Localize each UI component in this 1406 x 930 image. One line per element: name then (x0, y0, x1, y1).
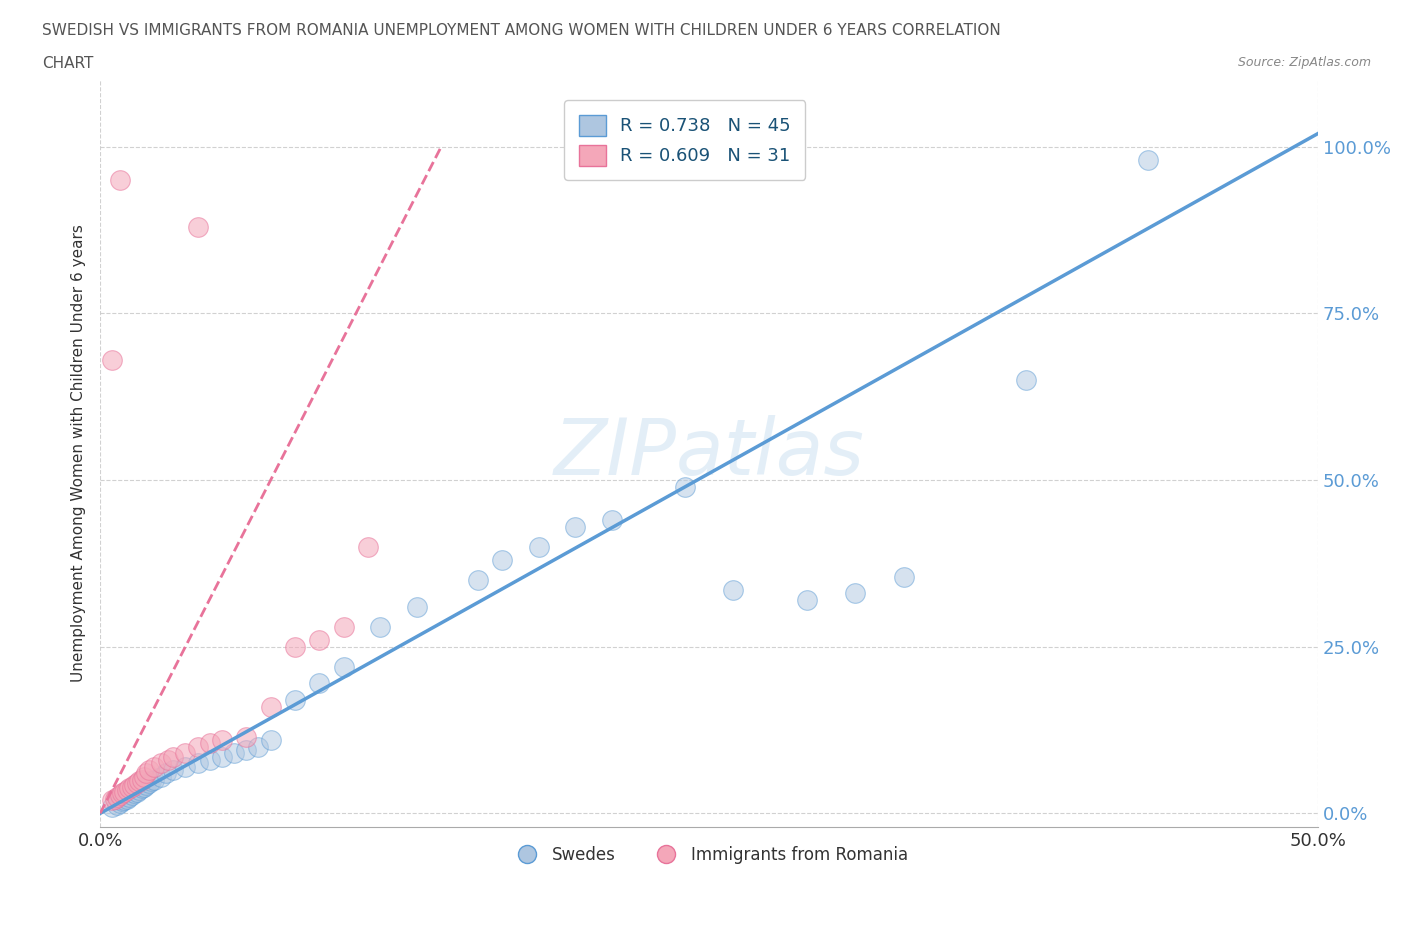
Point (150, 769, 173, 784)
Point (211, 733, 233, 748)
Point (308, 632, 330, 647)
Point (235, 743, 257, 758)
Point (115, 791, 138, 806)
Point (235, 729, 257, 744)
Point (723, 582, 745, 597)
Point (122, 786, 145, 801)
Y-axis label: Unemployment Among Women with Children Under 6 years: Unemployment Among Women with Children U… (72, 224, 86, 683)
Point (1136, 153, 1159, 167)
Point (368, 619, 391, 634)
Point (564, 519, 586, 534)
Point (131, 780, 153, 795)
Point (128, 783, 150, 798)
Point (138, 776, 160, 790)
Point (491, 552, 513, 567)
Point (125, 785, 148, 800)
Point (135, 777, 157, 792)
Point (115, 783, 138, 798)
Point (105, 798, 128, 813)
Point (187, 219, 209, 234)
Point (284, 693, 307, 708)
Text: ZIPatlas: ZIPatlas (554, 416, 865, 491)
Point (128, 774, 150, 789)
Point (114, 785, 136, 800)
Point (467, 573, 489, 588)
Point (332, 619, 354, 634)
Point (844, 586, 866, 601)
Point (174, 759, 197, 774)
Point (187, 756, 209, 771)
Point (247, 739, 270, 754)
Point (108, 796, 131, 811)
Point (198, 736, 221, 751)
Point (174, 746, 197, 761)
Point (101, 352, 124, 367)
Point (101, 792, 124, 807)
Point (118, 790, 141, 804)
Point (108, 173, 131, 188)
Point (111, 786, 134, 801)
Point (111, 794, 134, 809)
Point (155, 766, 177, 781)
Point (142, 773, 165, 788)
Point (796, 592, 818, 607)
Text: CHART: CHART (42, 56, 94, 71)
Point (150, 756, 173, 771)
Text: SWEDISH VS IMMIGRANTS FROM ROMANIA UNEMPLOYMENT AMONG WOMEN WITH CHILDREN UNDER : SWEDISH VS IMMIGRANTS FROM ROMANIA UNEMP… (42, 23, 1001, 38)
Point (893, 569, 915, 584)
Point (125, 776, 148, 790)
Point (284, 639, 307, 654)
Point (104, 791, 127, 806)
Point (132, 779, 155, 794)
Point (142, 759, 165, 774)
Point (224, 746, 246, 761)
Point (114, 792, 136, 807)
Point (405, 599, 427, 614)
Point (162, 750, 184, 764)
Point (108, 788, 131, 803)
Point (132, 769, 155, 784)
Point (308, 676, 330, 691)
Point (198, 752, 221, 767)
Point (187, 739, 209, 754)
Legend: Swedes, Immigrants from Romania: Swedes, Immigrants from Romania (503, 839, 915, 870)
Point (259, 733, 281, 748)
Point (162, 763, 184, 777)
Point (121, 779, 143, 794)
Point (357, 539, 380, 554)
Point (118, 780, 141, 795)
Point (157, 752, 180, 767)
Point (105, 790, 128, 804)
Point (211, 750, 233, 764)
Point (135, 766, 157, 781)
Point (121, 788, 143, 803)
Point (527, 539, 550, 554)
Point (332, 659, 354, 674)
Point (673, 479, 696, 494)
Point (259, 699, 281, 714)
Point (122, 777, 145, 792)
Point (1015, 373, 1038, 388)
Point (138, 763, 160, 777)
Point (141, 774, 163, 789)
Point (101, 799, 124, 814)
Point (600, 512, 623, 527)
Point (131, 773, 153, 788)
Text: Source: ZipAtlas.com: Source: ZipAtlas.com (1237, 56, 1371, 69)
